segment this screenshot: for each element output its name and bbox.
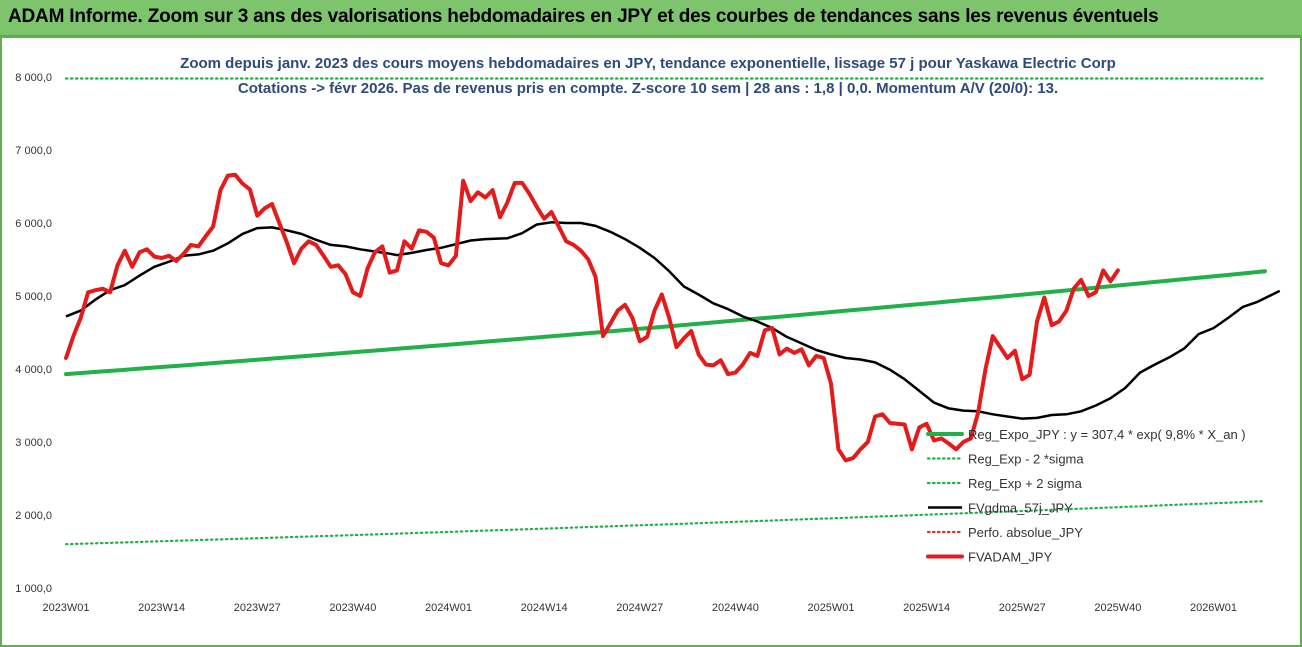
series-line-reg-exp-2-sigma — [64, 500, 1267, 546]
x-tick-label: 2024W40 — [712, 602, 759, 614]
x-tick-label: 2023W01 — [42, 602, 89, 614]
legend-label-fvadam-jpy: FVADAM_JPY — [968, 550, 1053, 565]
series-line-fvgdma-57j-jpy — [65, 221, 1281, 420]
legend-label-reg-exp-2-sigma: Reg_Exp + 2 sigma — [968, 476, 1083, 491]
series-line-reg-expo-jpy-y-307-4-exp-9-8-x-an — [64, 269, 1267, 377]
y-tick-label: 8 000,0 — [15, 72, 52, 84]
chart-title-line2: Cotations -> févr 2026. Pas de revenus p… — [238, 80, 1058, 97]
x-tick-label: 2023W14 — [138, 602, 185, 614]
series-line-fvadam-jpy — [64, 172, 1120, 463]
page-title: ADAM Informe. Zoom sur 3 ans des valoris… — [8, 6, 1159, 27]
y-tick-label: 1 000,0 — [15, 583, 52, 595]
legend-label-reg-exp-2-sigma: Reg_Exp - 2 *sigma — [968, 452, 1084, 467]
y-tick-label: 2 000,0 — [15, 510, 52, 522]
x-tick-label: 2025W27 — [999, 602, 1046, 614]
x-tick-label: 2024W01 — [425, 602, 472, 614]
x-tick-label: 2023W27 — [234, 602, 281, 614]
x-tick-label: 2024W14 — [521, 602, 568, 614]
y-tick-label: 5 000,0 — [15, 291, 52, 303]
x-tick-label: 2025W01 — [807, 602, 854, 614]
x-tick-label: 2026W01 — [1190, 602, 1237, 614]
legend-label-reg-expo-jpy-y-307-4-exp-9-8-x-an: Reg_Expo_JPY : y = 307,4 * exp( 9,8% * X… — [968, 427, 1246, 442]
y-tick-label: 6 000,0 — [15, 218, 52, 230]
legend-label-fvgdma-57j-jpy: FVgdma_57j_JPY — [968, 501, 1073, 516]
y-tick-label: 7 000,0 — [15, 145, 52, 157]
x-tick-label: 2024W27 — [616, 602, 663, 614]
chart-frame — [0, 36, 1302, 647]
x-tick-label: 2023W40 — [329, 602, 376, 614]
x-tick-label: 2025W14 — [903, 602, 950, 614]
chart-title-line1: Zoom depuis janv. 2023 des cours moyens … — [180, 55, 1116, 72]
legend-label-perfo-absolue-jpy: Perfo. absolue_JPY — [968, 525, 1083, 540]
x-tick-label: 2025W40 — [1094, 602, 1141, 614]
header-bar: ADAM Informe. Zoom sur 3 ans des valoris… — [0, 0, 1302, 36]
y-tick-label: 4 000,0 — [15, 364, 52, 376]
y-tick-label: 3 000,0 — [15, 437, 52, 449]
